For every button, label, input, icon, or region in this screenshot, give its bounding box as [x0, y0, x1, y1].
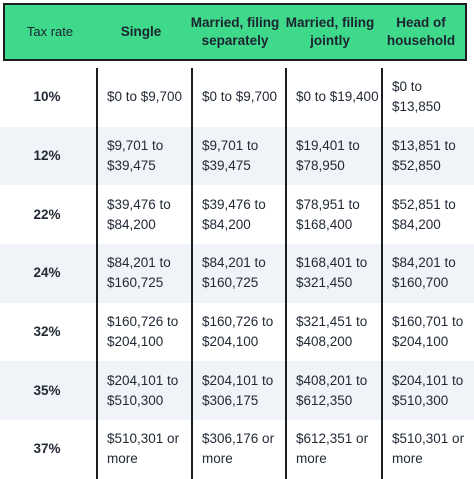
- cell-single: $39,476 to $84,200: [96, 185, 191, 245]
- cell-tax-rate: 12%: [33, 148, 61, 164]
- cell-tax-rate: 35%: [33, 382, 61, 398]
- table-header: Tax rate Single Married, filing separate…: [3, 3, 467, 61]
- header-tax-rate: Tax rate: [26, 24, 74, 39]
- cell-married-jointly: $168,401 to $321,450: [285, 244, 381, 303]
- table-body: 10% $0 to $9,700 $0 to $9,700 $0 to $19,…: [0, 68, 474, 479]
- cell-head-of-household: $204,101 to $510,300: [381, 361, 474, 421]
- cell-head-of-household: $160,701 to $204,100: [381, 302, 474, 362]
- cell-married-separately: $160,726 to $204,100: [191, 302, 285, 362]
- cell-single: $160,726 to $204,100: [96, 302, 191, 362]
- cell-single: $0 to $9,700: [96, 68, 191, 127]
- cell-head-of-household: $52,851 to $84,200: [381, 185, 474, 245]
- cell-married-jointly: $0 to $19,400: [285, 68, 381, 127]
- cell-single: $9,701 to $39,475: [96, 126, 191, 186]
- cell-married-separately: $204,101 to $306,175: [191, 361, 285, 421]
- cell-tax-rate: 22%: [33, 206, 61, 222]
- table-row: 22% $39,476 to $84,200 $39,476 to $84,20…: [0, 185, 474, 245]
- cell-married-separately: $306,176 or more: [191, 420, 285, 479]
- cell-head-of-household: $84,201 to $160,700: [381, 244, 474, 303]
- cell-married-separately: $0 to $9,700: [191, 68, 285, 127]
- header-head-of-household: Head of household: [386, 15, 456, 48]
- cell-married-jointly: $612,351 or more: [285, 420, 381, 479]
- table-row: 32% $160,726 to $204,100 $160,726 to $20…: [0, 302, 474, 362]
- table-row: 24% $84,201 to $160,725 $84,201 to $160,…: [0, 244, 474, 303]
- header-single: Single: [120, 24, 162, 39]
- cell-tax-rate: 37%: [33, 441, 61, 457]
- cell-married-jointly: $408,201 to $612,350: [285, 361, 381, 421]
- cell-married-jointly: $78,951 to $168,400: [285, 185, 381, 245]
- cell-single: $204,101 to $510,300: [96, 361, 191, 421]
- table-row: 10% $0 to $9,700 $0 to $9,700 $0 to $19,…: [0, 68, 474, 127]
- cell-single: $84,201 to $160,725: [96, 244, 191, 303]
- cell-married-separately: $9,701 to $39,475: [191, 126, 285, 186]
- header-married-separately: Married, filing separately: [190, 15, 280, 48]
- cell-single: $510,301 or more: [96, 420, 191, 479]
- cell-head-of-household: $510,301 or more: [381, 420, 474, 479]
- table-row: 35% $204,101 to $510,300 $204,101 to $30…: [0, 361, 474, 421]
- cell-tax-rate: 32%: [33, 324, 61, 340]
- table-row: 12% $9,701 to $39,475 $9,701 to $39,475 …: [0, 126, 474, 186]
- cell-married-jointly: $321,451 to $408,200: [285, 302, 381, 362]
- cell-head-of-household: $13,851 to $52,850: [381, 126, 474, 186]
- cell-married-jointly: $19,401 to $78,950: [285, 126, 381, 186]
- header-married-jointly: Married, filing jointly: [285, 15, 375, 48]
- cell-tax-rate: 24%: [33, 265, 61, 281]
- cell-tax-rate: 10%: [33, 89, 61, 105]
- table-row: 37% $510,301 or more $306,176 or more $6…: [0, 420, 474, 479]
- cell-married-separately: $84,201 to $160,725: [191, 244, 285, 303]
- cell-married-separately: $39,476 to $84,200: [191, 185, 285, 245]
- cell-head-of-household: $0 to $13,850: [381, 68, 474, 127]
